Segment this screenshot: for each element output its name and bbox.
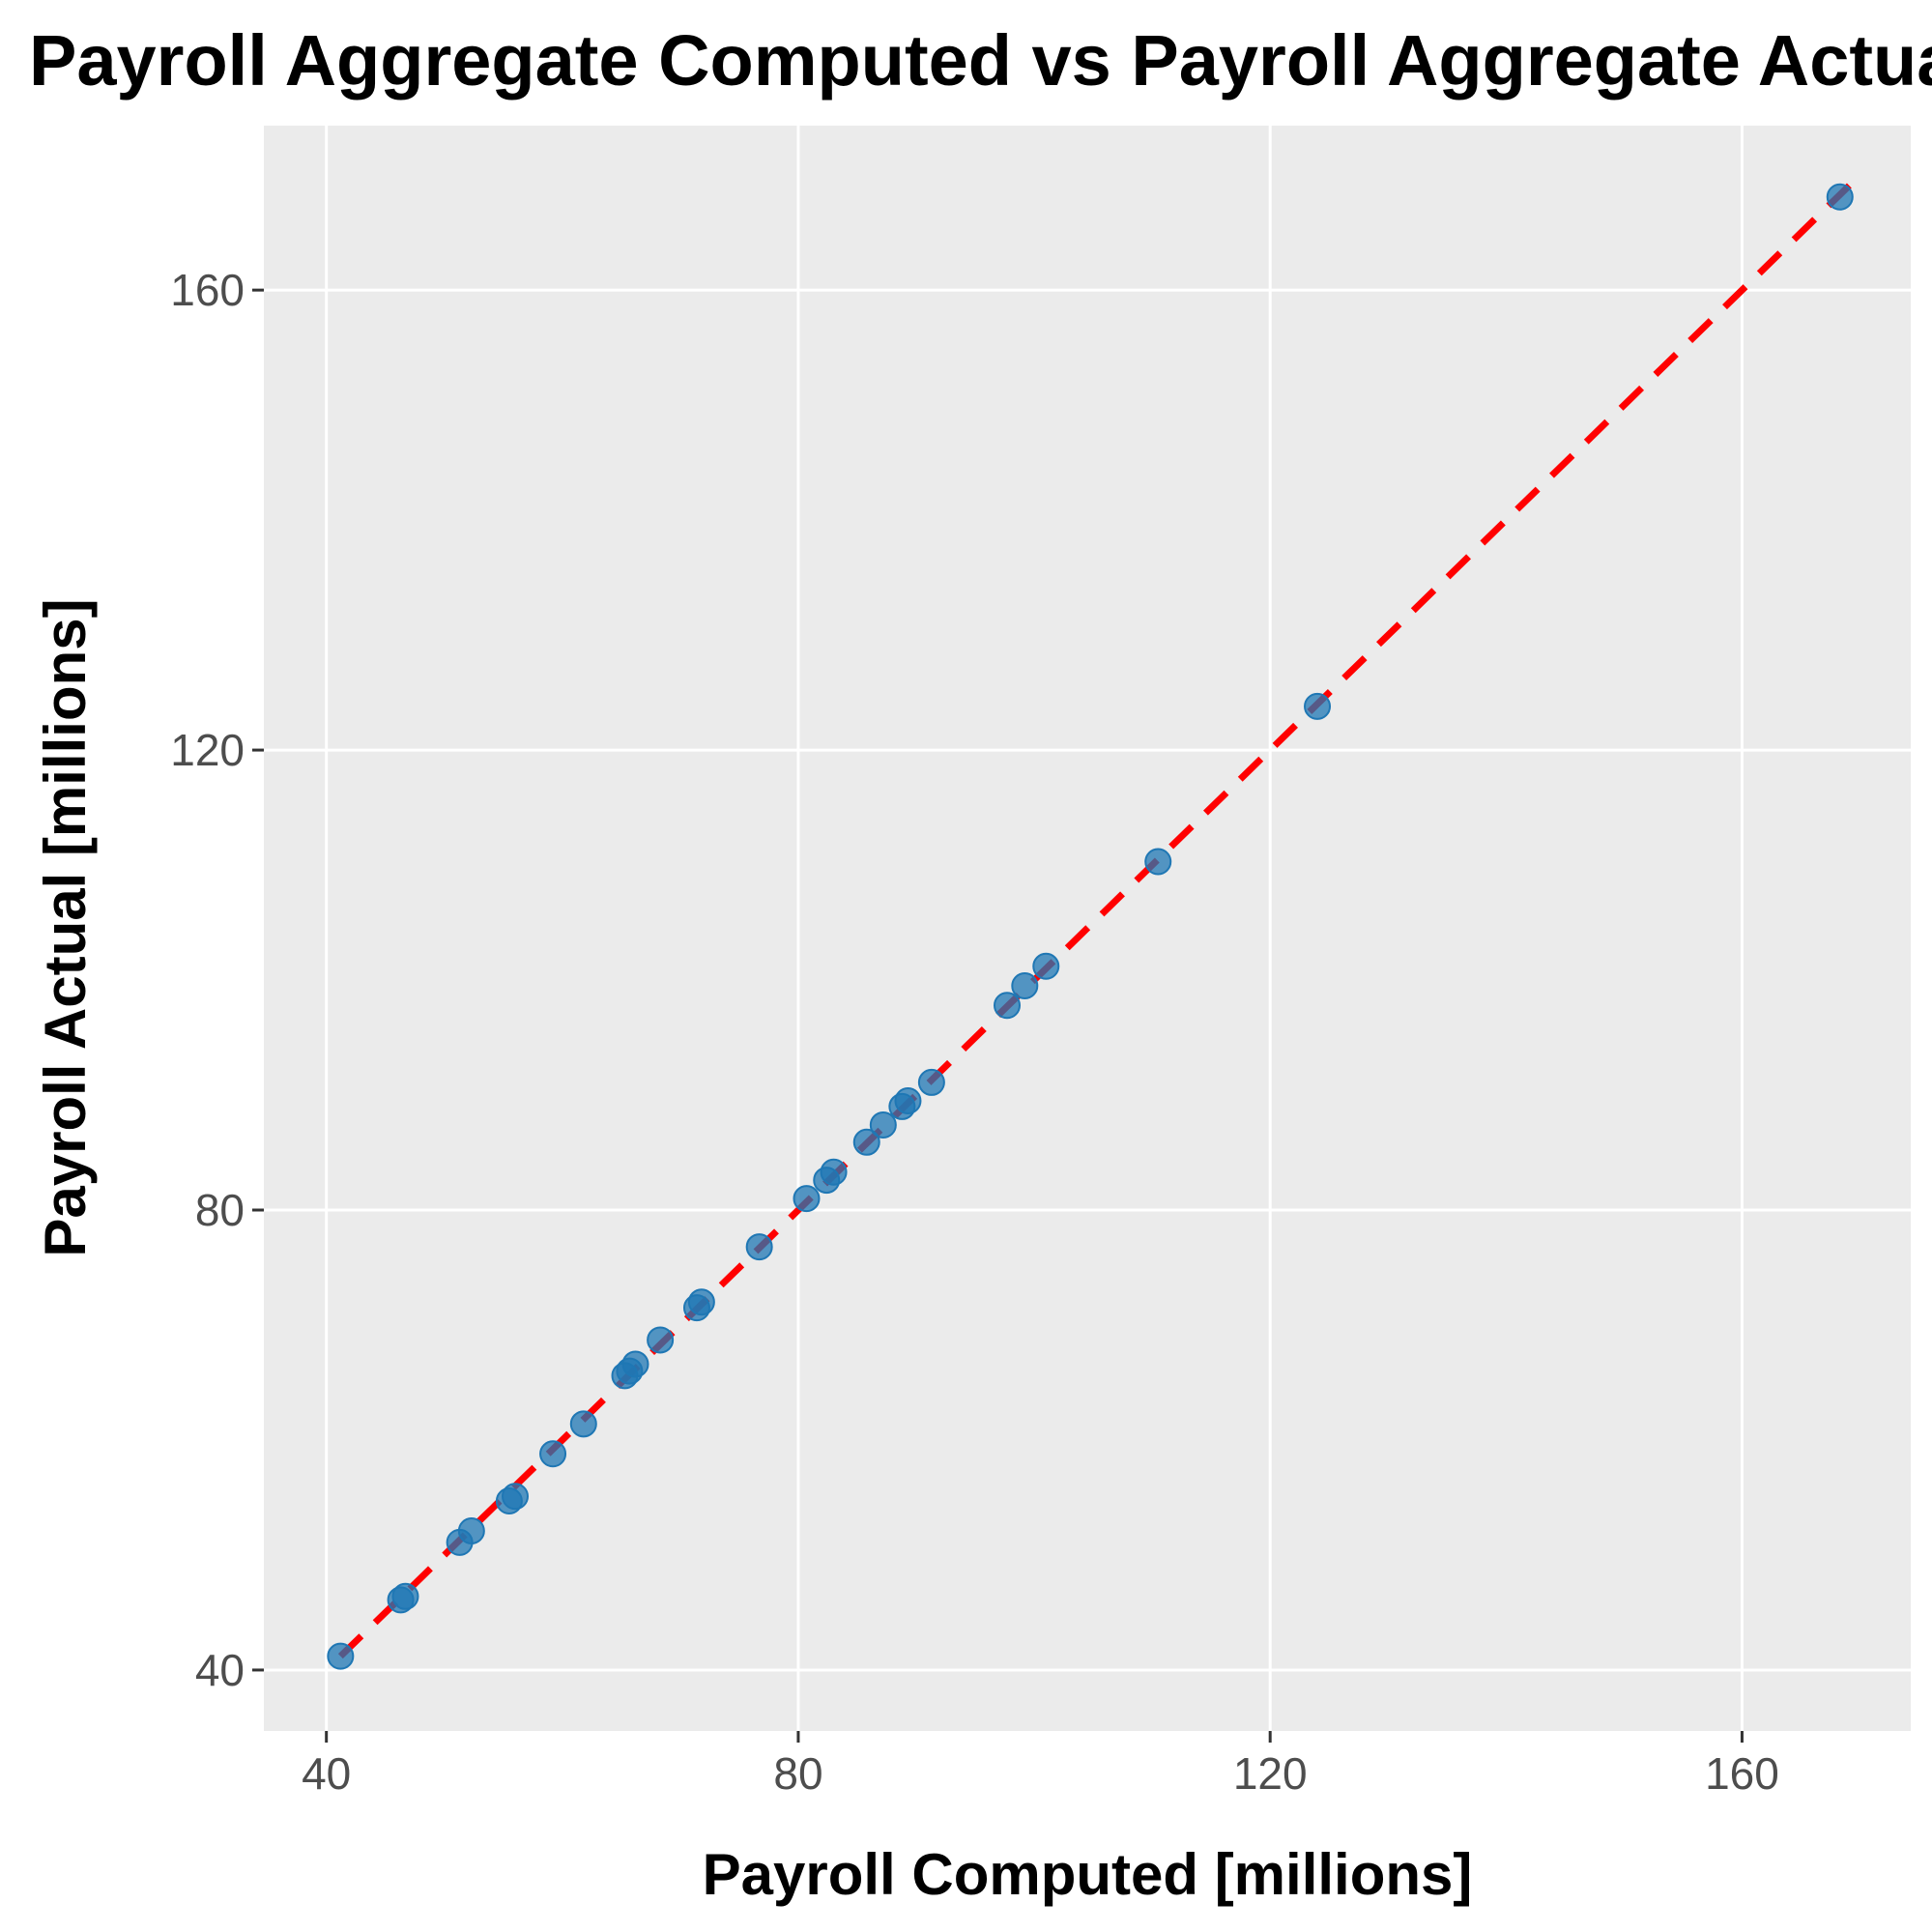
reference-line (337, 182, 1854, 1659)
scatter-point (894, 1086, 922, 1114)
x-tick-label: 80 (773, 1748, 822, 1799)
x-tick-label: 120 (1233, 1748, 1308, 1799)
scatter-point (793, 1185, 821, 1213)
scatter-point (1144, 848, 1172, 876)
x-axis-ticks: 40 80 120 160 (302, 1731, 1779, 1799)
scatter-point (1826, 183, 1854, 211)
scatter-point (852, 1128, 880, 1156)
scatter-point (820, 1158, 848, 1186)
x-tick-label: 40 (302, 1748, 351, 1799)
reference-line-layer (337, 182, 1854, 1659)
chart-title: Payroll Aggregate Computed vs Payroll Ag… (29, 20, 1932, 101)
scatter-point (539, 1440, 567, 1468)
scatter-point (621, 1350, 649, 1378)
scatter-point (745, 1233, 773, 1261)
x-tick-label: 160 (1705, 1748, 1779, 1799)
scatter-point (687, 1288, 715, 1316)
scatter-point (917, 1068, 945, 1096)
scatter-point (869, 1110, 897, 1139)
y-axis-title: Payroll Actual [millions] (33, 598, 98, 1256)
points-layer (327, 183, 1854, 1670)
scatter-point (569, 1410, 597, 1438)
x-axis-title: Payroll Computed [millions] (703, 1842, 1473, 1907)
scatter-point (1032, 952, 1060, 980)
scatter-point (1011, 971, 1039, 999)
grid-lines (264, 126, 1911, 1731)
y-tick-label: 80 (195, 1185, 245, 1235)
y-tick-label: 120 (170, 725, 245, 775)
scatter-point (501, 1483, 529, 1511)
scatter-point (993, 992, 1021, 1020)
y-axis-ticks: 40 80 120 160 (170, 265, 264, 1695)
y-tick-label: 160 (170, 265, 245, 315)
y-tick-label: 40 (195, 1645, 245, 1695)
scatter-point (647, 1326, 675, 1354)
scatter-point (457, 1516, 485, 1544)
scatter-point (391, 1582, 419, 1610)
scatter-point (1304, 692, 1332, 720)
scatter-point (327, 1642, 355, 1670)
